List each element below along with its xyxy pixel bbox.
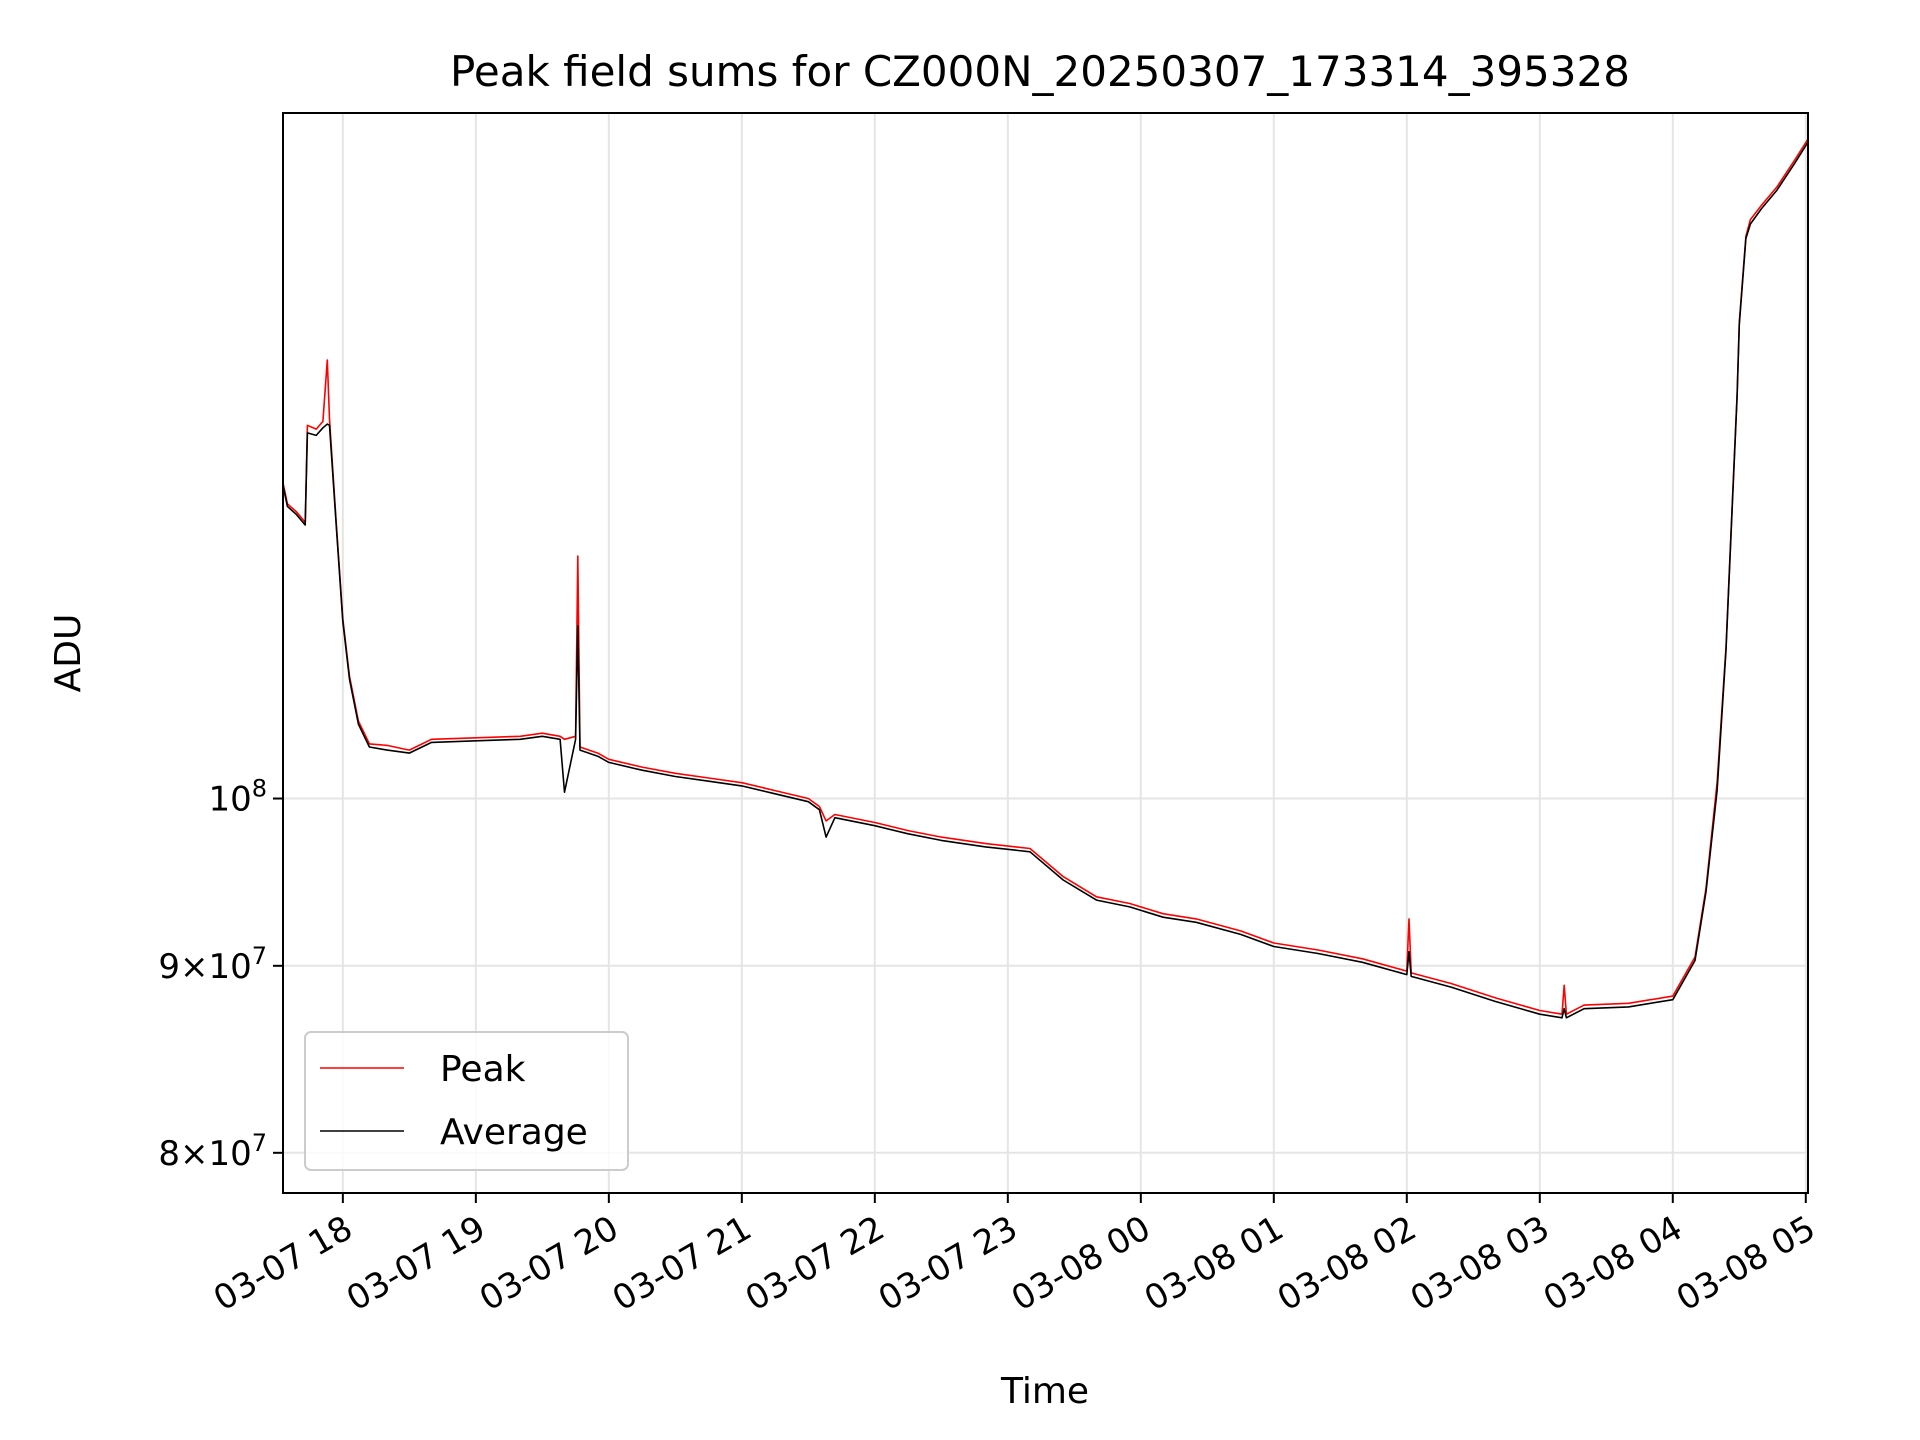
x-tick-label: 03-08 05 (1670, 1208, 1822, 1319)
y-tick-label: 8×107 (158, 1129, 267, 1174)
x-tick-label: 03-07 23 (872, 1208, 1024, 1319)
y-tick-label: 108 (208, 775, 267, 820)
x-tick-label: 03-07 18 (207, 1208, 359, 1319)
legend-label-average: Average (440, 1112, 588, 1153)
x-tick-label: 03-08 00 (1005, 1208, 1157, 1319)
plot-frame (282, 112, 1809, 1194)
x-axis-label: Time (1000, 1371, 1089, 1412)
legend: Peak Average (304, 1031, 629, 1171)
series-line-average (282, 141, 1809, 1019)
x-tick-label: 03-07 20 (473, 1208, 625, 1319)
y-tick-label: 9×107 (158, 942, 267, 987)
x-tick-label: 03-08 02 (1271, 1208, 1423, 1319)
x-tick-label: 03-08 01 (1138, 1208, 1290, 1319)
grid-lines (283, 113, 1808, 1193)
legend-box (304, 1031, 629, 1171)
series-line-peak (282, 138, 1809, 1015)
x-tick-label: 03-08 04 (1537, 1208, 1689, 1319)
y-axis-label: ADU (48, 614, 89, 693)
x-tick-label: 03-07 21 (606, 1208, 758, 1319)
x-tick-label: 03-07 22 (739, 1208, 891, 1319)
x-tick-label: 03-08 03 (1404, 1208, 1556, 1319)
chart-title: Peak field sums for CZ000N_20250307_1733… (450, 47, 1630, 96)
legend-label-peak: Peak (440, 1049, 526, 1090)
y-axis: 8×107 9×107 108 (158, 775, 283, 1174)
x-tick-label: 03-07 19 (340, 1208, 492, 1319)
series-layer (282, 138, 1809, 1019)
